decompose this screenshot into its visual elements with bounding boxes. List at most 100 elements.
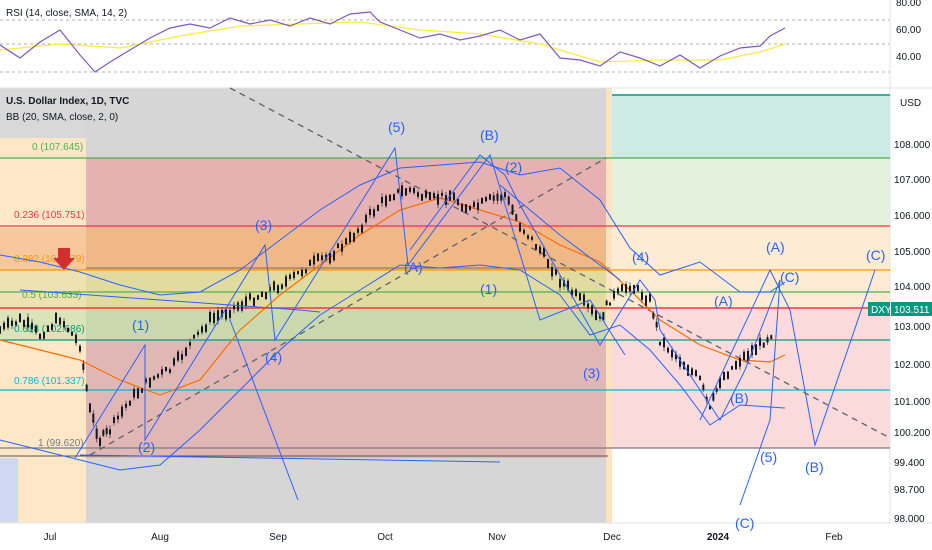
- candle-body: [504, 192, 506, 198]
- time-axis-label: Dec: [603, 532, 621, 543]
- candle-body: [641, 292, 643, 300]
- candle-body: [595, 310, 597, 321]
- candle-body: [221, 309, 223, 317]
- candle-body: [71, 331, 73, 336]
- rsi-axis-label: 40.00: [896, 52, 921, 63]
- fib-label-6: 1 (99.620): [38, 438, 84, 449]
- candle-body: [547, 259, 549, 269]
- candle-body: [770, 335, 773, 339]
- candle-body: [613, 291, 615, 299]
- time-axis-label: Nov: [488, 532, 506, 543]
- candle-body: [523, 229, 525, 234]
- wave-line-6: [229, 319, 299, 501]
- candle-body: [551, 267, 553, 277]
- bb-upper-band: [0, 161, 786, 296]
- wave-label-18: (C): [735, 515, 754, 531]
- rsi-ma-line: [0, 21, 786, 63]
- candle-body: [599, 315, 601, 319]
- signal-arrow-icon: [53, 248, 75, 270]
- candle-body: [465, 204, 467, 213]
- zone-green: [86, 310, 611, 340]
- candle-body: [23, 320, 25, 327]
- candle-body: [0, 326, 1, 334]
- price-axis-label: 107.000: [894, 175, 931, 186]
- price-axis-label: 98.000: [894, 514, 925, 525]
- wave-label-8: (2): [505, 159, 522, 175]
- time-axis-label: Feb: [825, 532, 843, 543]
- candle-body: [709, 405, 711, 410]
- zone-low: [86, 340, 611, 458]
- candle-body: [169, 369, 171, 373]
- candle-body: [759, 337, 761, 346]
- candle-body: [629, 285, 631, 292]
- candle-body: [527, 235, 529, 239]
- candle-body: [365, 214, 367, 223]
- candle-body: [51, 324, 53, 330]
- candle-body: [393, 194, 395, 200]
- candle-body: [209, 311, 211, 323]
- fib-label-1: 0.236 (105.751): [14, 210, 85, 221]
- candle-body: [121, 406, 123, 417]
- candle-body: [197, 331, 199, 336]
- candle-body: [173, 358, 175, 366]
- zone-left-blue: [0, 458, 18, 522]
- candle-body: [125, 403, 127, 408]
- candle-body: [137, 388, 139, 399]
- candle-body: [79, 345, 81, 352]
- bb-header[interactable]: BB (20, SMA, close, 2, 0): [6, 112, 119, 123]
- candle-body: [579, 293, 581, 301]
- time-axis-label: Oct: [377, 532, 393, 543]
- candle-body: [652, 312, 655, 319]
- candle-body: [762, 342, 765, 348]
- candle-body: [63, 321, 65, 328]
- candle-body: [99, 437, 101, 447]
- candle-body: [515, 214, 518, 221]
- wave-label-14: (C): [780, 269, 799, 285]
- candle-body: [249, 293, 251, 300]
- candle-body: [161, 369, 163, 375]
- wave-label-0: (1): [132, 317, 149, 333]
- candle-body: [145, 379, 147, 383]
- price-axis-label: 102.000: [894, 360, 931, 371]
- candle-body: [297, 271, 299, 275]
- candle-body: [755, 344, 757, 356]
- price-axis-label: 104.000: [894, 282, 931, 293]
- candle-body: [712, 392, 715, 401]
- candle-body: [85, 384, 88, 392]
- candle-body: [649, 293, 651, 302]
- zone-red: [86, 158, 611, 228]
- candle-body: [11, 320, 13, 326]
- wave-label-12: (B): [730, 390, 749, 406]
- candle-body: [333, 250, 335, 261]
- candle-body: [109, 429, 111, 435]
- candle-body: [201, 326, 203, 333]
- rsi-header[interactable]: RSI (14, close, SMA, 14, 2): [6, 8, 128, 19]
- candle-body: [369, 208, 371, 216]
- main-header[interactable]: U.S. Dollar Index, 1D, TVC: [6, 96, 130, 107]
- candle-body: [519, 222, 521, 232]
- candle-body: [373, 209, 375, 217]
- candle-body: [345, 238, 347, 245]
- candle-body: [637, 285, 639, 291]
- wave-label-2: (3): [255, 217, 272, 233]
- wave-label-1: (2): [138, 439, 155, 455]
- time-axis-label: Sep: [269, 532, 287, 543]
- candle-body: [165, 366, 167, 372]
- symbol-badge: [868, 302, 890, 316]
- rsi-line: [0, 11, 786, 73]
- candle-body: [659, 342, 661, 346]
- candle-body: [67, 327, 69, 333]
- wave-label-17: (C): [866, 247, 885, 263]
- candle-body: [281, 284, 283, 289]
- candle-body: [245, 296, 247, 307]
- candle-body: [309, 259, 311, 266]
- candle-body: [747, 350, 749, 362]
- candle-body: [531, 236, 533, 240]
- bb-lower-band: [0, 264, 786, 471]
- candle-body: [535, 244, 537, 250]
- candle-body: [397, 189, 399, 193]
- candle-body: [102, 430, 105, 436]
- candle-body: [417, 192, 419, 197]
